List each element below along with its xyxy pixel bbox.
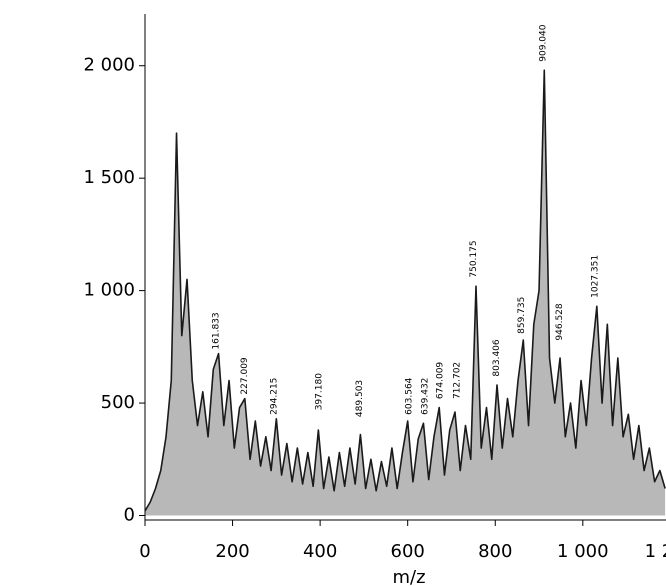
x-tick-label: 1 200 xyxy=(645,541,666,562)
peak-label: 397.180 xyxy=(314,373,324,410)
x-axis-label: m/z xyxy=(392,567,425,586)
peak-label: 227.009 xyxy=(240,357,250,394)
y-tick-label: 2 000 xyxy=(83,55,135,76)
y-tick-label: 1 000 xyxy=(83,280,135,301)
peak-label: 639.432 xyxy=(420,378,430,415)
peak-label: 946.528 xyxy=(555,303,565,340)
peak-label: 1027.351 xyxy=(590,255,600,298)
peak-label: 712.702 xyxy=(453,362,463,399)
peak-label: 750.175 xyxy=(469,240,479,277)
x-tick-label: 400 xyxy=(303,541,337,562)
y-tick-label: 1 500 xyxy=(83,167,135,188)
peak-label: 603.564 xyxy=(405,377,415,414)
spectrum-fill xyxy=(145,70,666,516)
peak-label: 674.009 xyxy=(436,362,446,399)
x-tick-label: 200 xyxy=(215,541,249,562)
peak-label: 909.040 xyxy=(538,24,548,61)
x-tick-label: 800 xyxy=(478,541,512,562)
x-tick-label: 0 xyxy=(139,541,150,562)
x-tick-label: 1 000 xyxy=(557,541,609,562)
peak-label: 161.833 xyxy=(211,312,221,349)
peak-label: 859.735 xyxy=(517,297,527,334)
x-tick-label: 600 xyxy=(391,541,425,562)
peak-label: 803.406 xyxy=(492,339,502,376)
spectrum-line xyxy=(144,69,666,512)
y-tick-label: 500 xyxy=(101,392,135,413)
peak-label: 294.215 xyxy=(269,378,279,415)
y-tick-label: 0 xyxy=(124,505,135,526)
peak-label: 489.503 xyxy=(355,380,365,417)
